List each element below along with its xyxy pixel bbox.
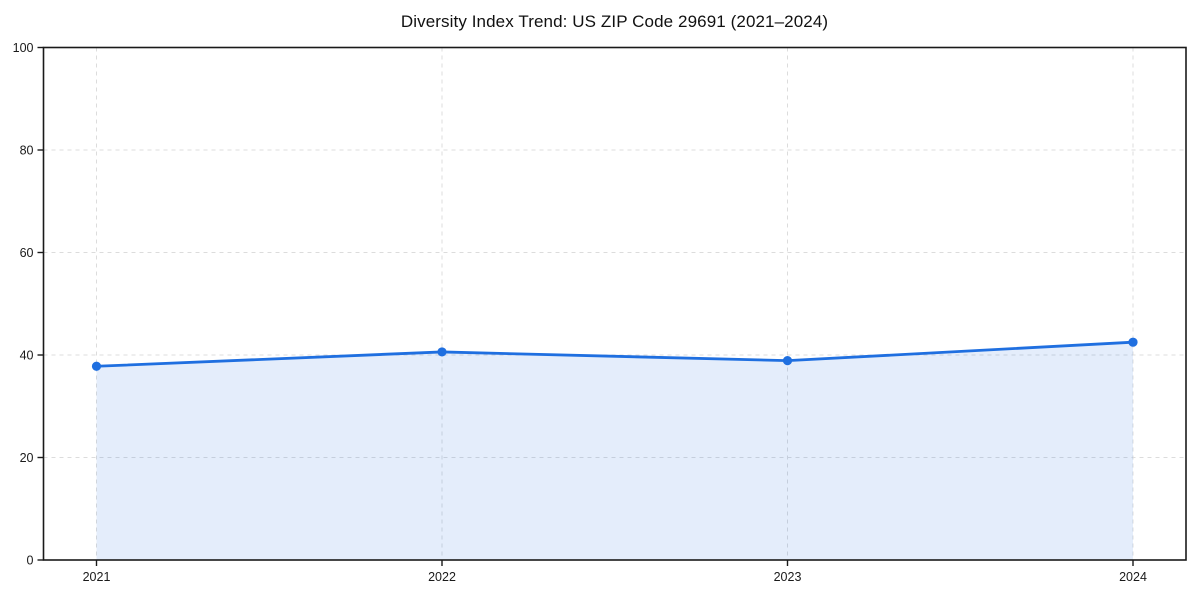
chart-title: Diversity Index Trend: US ZIP Code 29691… (400, 12, 829, 31)
data-point-marker (437, 347, 447, 357)
y-axis-tick-label: 80 (20, 144, 34, 158)
data-point-marker (782, 356, 793, 366)
y-axis-tick-label: 0 (27, 554, 34, 568)
plot-border (42, 46, 1187, 561)
x-axis-tick-label: 2023 (774, 570, 802, 584)
area-fill (96, 342, 1133, 560)
x-axis-tick-label: 2021 (83, 570, 111, 584)
x-axis-tick-label: 2024 (1119, 570, 1147, 584)
x-axis-tick-label: 2022 (428, 570, 456, 584)
y-axis-tick-label: 20 (20, 451, 34, 465)
data-point-marker (1128, 337, 1138, 347)
data-point-marker (91, 361, 102, 371)
trend-line (95, 340, 1135, 368)
y-axis-tick-label: 100 (13, 41, 34, 55)
y-axis-tick-label: 60 (20, 246, 34, 260)
y-axis-tick-label: 40 (20, 349, 34, 363)
